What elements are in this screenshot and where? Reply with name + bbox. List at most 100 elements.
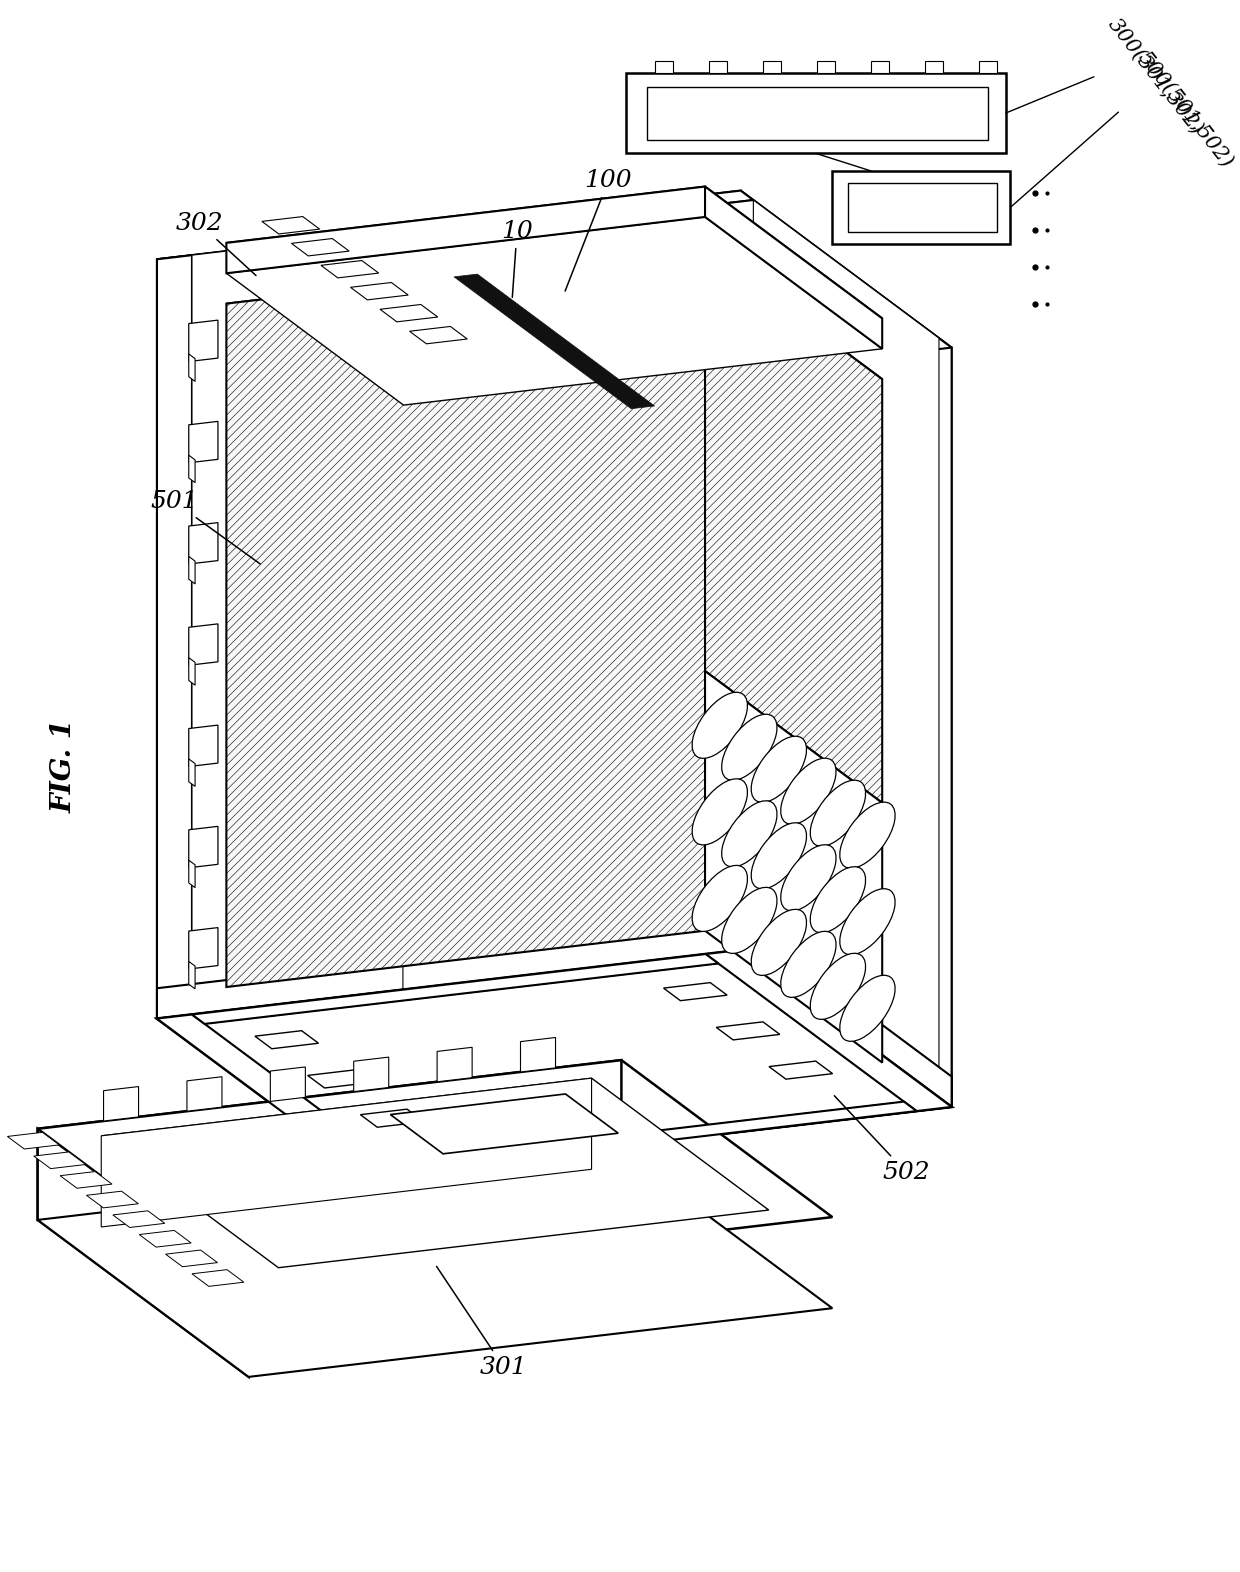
Polygon shape — [454, 274, 655, 409]
Polygon shape — [227, 187, 706, 274]
Text: 302: 302 — [175, 212, 255, 275]
Polygon shape — [192, 954, 718, 1023]
Polygon shape — [255, 1031, 319, 1049]
Polygon shape — [188, 456, 195, 483]
Text: 300(301,302): 300(301,302) — [1105, 16, 1207, 138]
Polygon shape — [764, 61, 781, 72]
Polygon shape — [157, 190, 740, 1019]
Polygon shape — [626, 72, 1006, 154]
Polygon shape — [166, 1250, 217, 1267]
Polygon shape — [227, 247, 706, 987]
Polygon shape — [817, 61, 835, 72]
Polygon shape — [157, 1014, 403, 1176]
Ellipse shape — [810, 953, 866, 1019]
Polygon shape — [170, 264, 391, 407]
Polygon shape — [391, 1094, 619, 1154]
Polygon shape — [706, 671, 882, 1063]
Polygon shape — [769, 1061, 832, 1078]
Ellipse shape — [751, 736, 806, 802]
Polygon shape — [706, 949, 951, 1111]
Polygon shape — [262, 217, 320, 234]
Ellipse shape — [781, 844, 836, 910]
Ellipse shape — [781, 931, 836, 997]
Polygon shape — [403, 352, 916, 1141]
Text: 500(501,502): 500(501,502) — [1133, 47, 1236, 171]
Polygon shape — [980, 61, 997, 72]
Ellipse shape — [810, 780, 866, 846]
Ellipse shape — [751, 822, 806, 888]
Polygon shape — [368, 1077, 951, 1176]
Ellipse shape — [781, 758, 836, 824]
Polygon shape — [37, 1129, 248, 1377]
Polygon shape — [157, 949, 951, 1176]
Polygon shape — [104, 1086, 139, 1121]
Ellipse shape — [839, 975, 895, 1041]
Polygon shape — [87, 1192, 139, 1207]
Polygon shape — [351, 283, 408, 300]
Polygon shape — [656, 61, 673, 72]
Polygon shape — [361, 1110, 424, 1127]
Polygon shape — [192, 1270, 244, 1286]
Polygon shape — [102, 1078, 769, 1267]
Polygon shape — [706, 247, 882, 803]
Polygon shape — [188, 962, 195, 989]
Polygon shape — [308, 1071, 371, 1088]
Polygon shape — [521, 1038, 556, 1072]
Polygon shape — [139, 1231, 191, 1247]
Polygon shape — [355, 338, 951, 417]
Ellipse shape — [722, 887, 777, 954]
Polygon shape — [37, 1060, 832, 1286]
Polygon shape — [848, 182, 997, 231]
Polygon shape — [60, 1171, 112, 1188]
Polygon shape — [706, 187, 882, 349]
Polygon shape — [188, 725, 218, 767]
Polygon shape — [718, 200, 939, 343]
Ellipse shape — [692, 865, 748, 932]
Polygon shape — [227, 247, 882, 435]
Polygon shape — [740, 190, 951, 1107]
Polygon shape — [291, 239, 350, 256]
Polygon shape — [391, 1102, 916, 1171]
Ellipse shape — [751, 909, 806, 976]
Polygon shape — [647, 86, 988, 140]
Text: FIG. 1: FIG. 1 — [51, 720, 78, 813]
Polygon shape — [188, 421, 218, 462]
Text: 100: 100 — [565, 170, 632, 291]
Polygon shape — [740, 920, 951, 1107]
Ellipse shape — [839, 802, 895, 868]
Polygon shape — [227, 187, 882, 374]
Ellipse shape — [692, 778, 748, 844]
Polygon shape — [409, 327, 467, 344]
Polygon shape — [188, 321, 218, 362]
Polygon shape — [188, 860, 195, 888]
Polygon shape — [188, 759, 195, 786]
Polygon shape — [438, 1047, 472, 1082]
Text: 502: 502 — [835, 1096, 930, 1184]
Polygon shape — [368, 347, 951, 1176]
Ellipse shape — [722, 800, 777, 866]
Polygon shape — [925, 61, 942, 72]
Polygon shape — [192, 195, 706, 984]
Polygon shape — [157, 190, 754, 269]
Polygon shape — [353, 1056, 389, 1091]
Polygon shape — [37, 1060, 621, 1220]
Polygon shape — [270, 1067, 305, 1102]
Ellipse shape — [810, 866, 866, 932]
Polygon shape — [717, 1022, 780, 1041]
Polygon shape — [33, 1152, 86, 1168]
Polygon shape — [188, 927, 218, 968]
Polygon shape — [205, 964, 904, 1162]
Polygon shape — [102, 1078, 591, 1228]
Polygon shape — [187, 1077, 222, 1111]
Polygon shape — [188, 827, 218, 868]
Polygon shape — [157, 255, 192, 1019]
Polygon shape — [37, 1151, 832, 1377]
Polygon shape — [157, 920, 740, 1019]
Text: 10: 10 — [501, 220, 533, 297]
Text: 501: 501 — [150, 490, 260, 564]
Polygon shape — [379, 305, 438, 322]
Polygon shape — [188, 657, 195, 685]
Polygon shape — [188, 556, 195, 583]
Polygon shape — [832, 171, 1011, 244]
Polygon shape — [663, 982, 727, 1001]
